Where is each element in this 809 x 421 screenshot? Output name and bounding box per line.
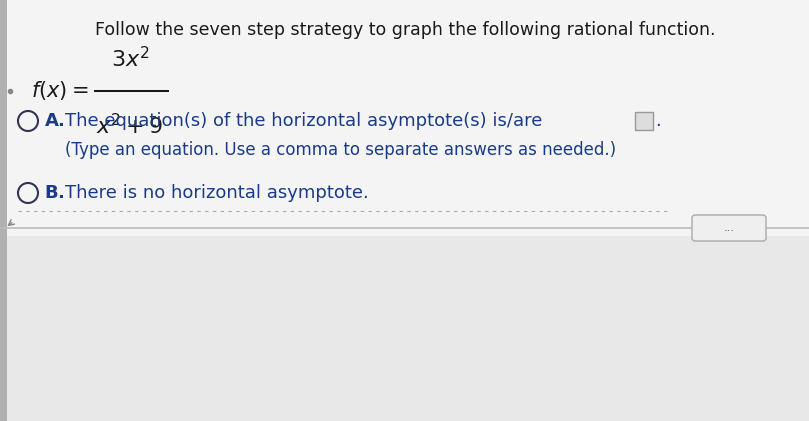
Text: $f(x) =$: $f(x) =$ <box>31 80 88 102</box>
Text: $\mathbf{A.}$: $\mathbf{A.}$ <box>44 112 65 130</box>
Text: $3x^2$: $3x^2$ <box>111 46 150 71</box>
Text: (Type an equation. Use a comma to separate answers as needed.): (Type an equation. Use a comma to separa… <box>65 141 616 159</box>
FancyBboxPatch shape <box>635 112 653 130</box>
Text: There is no horizontal asymptote.: There is no horizontal asymptote. <box>65 184 369 202</box>
Text: The equation(s) of the horizontal asymptote(s) is/are: The equation(s) of the horizontal asympt… <box>65 112 542 130</box>
Text: $\mathbf{B.}$: $\mathbf{B.}$ <box>44 184 65 202</box>
Text: ...: ... <box>723 223 735 233</box>
Text: .: . <box>655 112 661 130</box>
FancyBboxPatch shape <box>0 236 809 421</box>
FancyBboxPatch shape <box>692 215 766 241</box>
FancyBboxPatch shape <box>0 0 809 236</box>
FancyBboxPatch shape <box>0 0 7 421</box>
Text: Follow the seven step strategy to graph the following rational function.: Follow the seven step strategy to graph … <box>95 21 715 39</box>
Text: $x^2 +9$: $x^2 +9$ <box>96 113 163 138</box>
